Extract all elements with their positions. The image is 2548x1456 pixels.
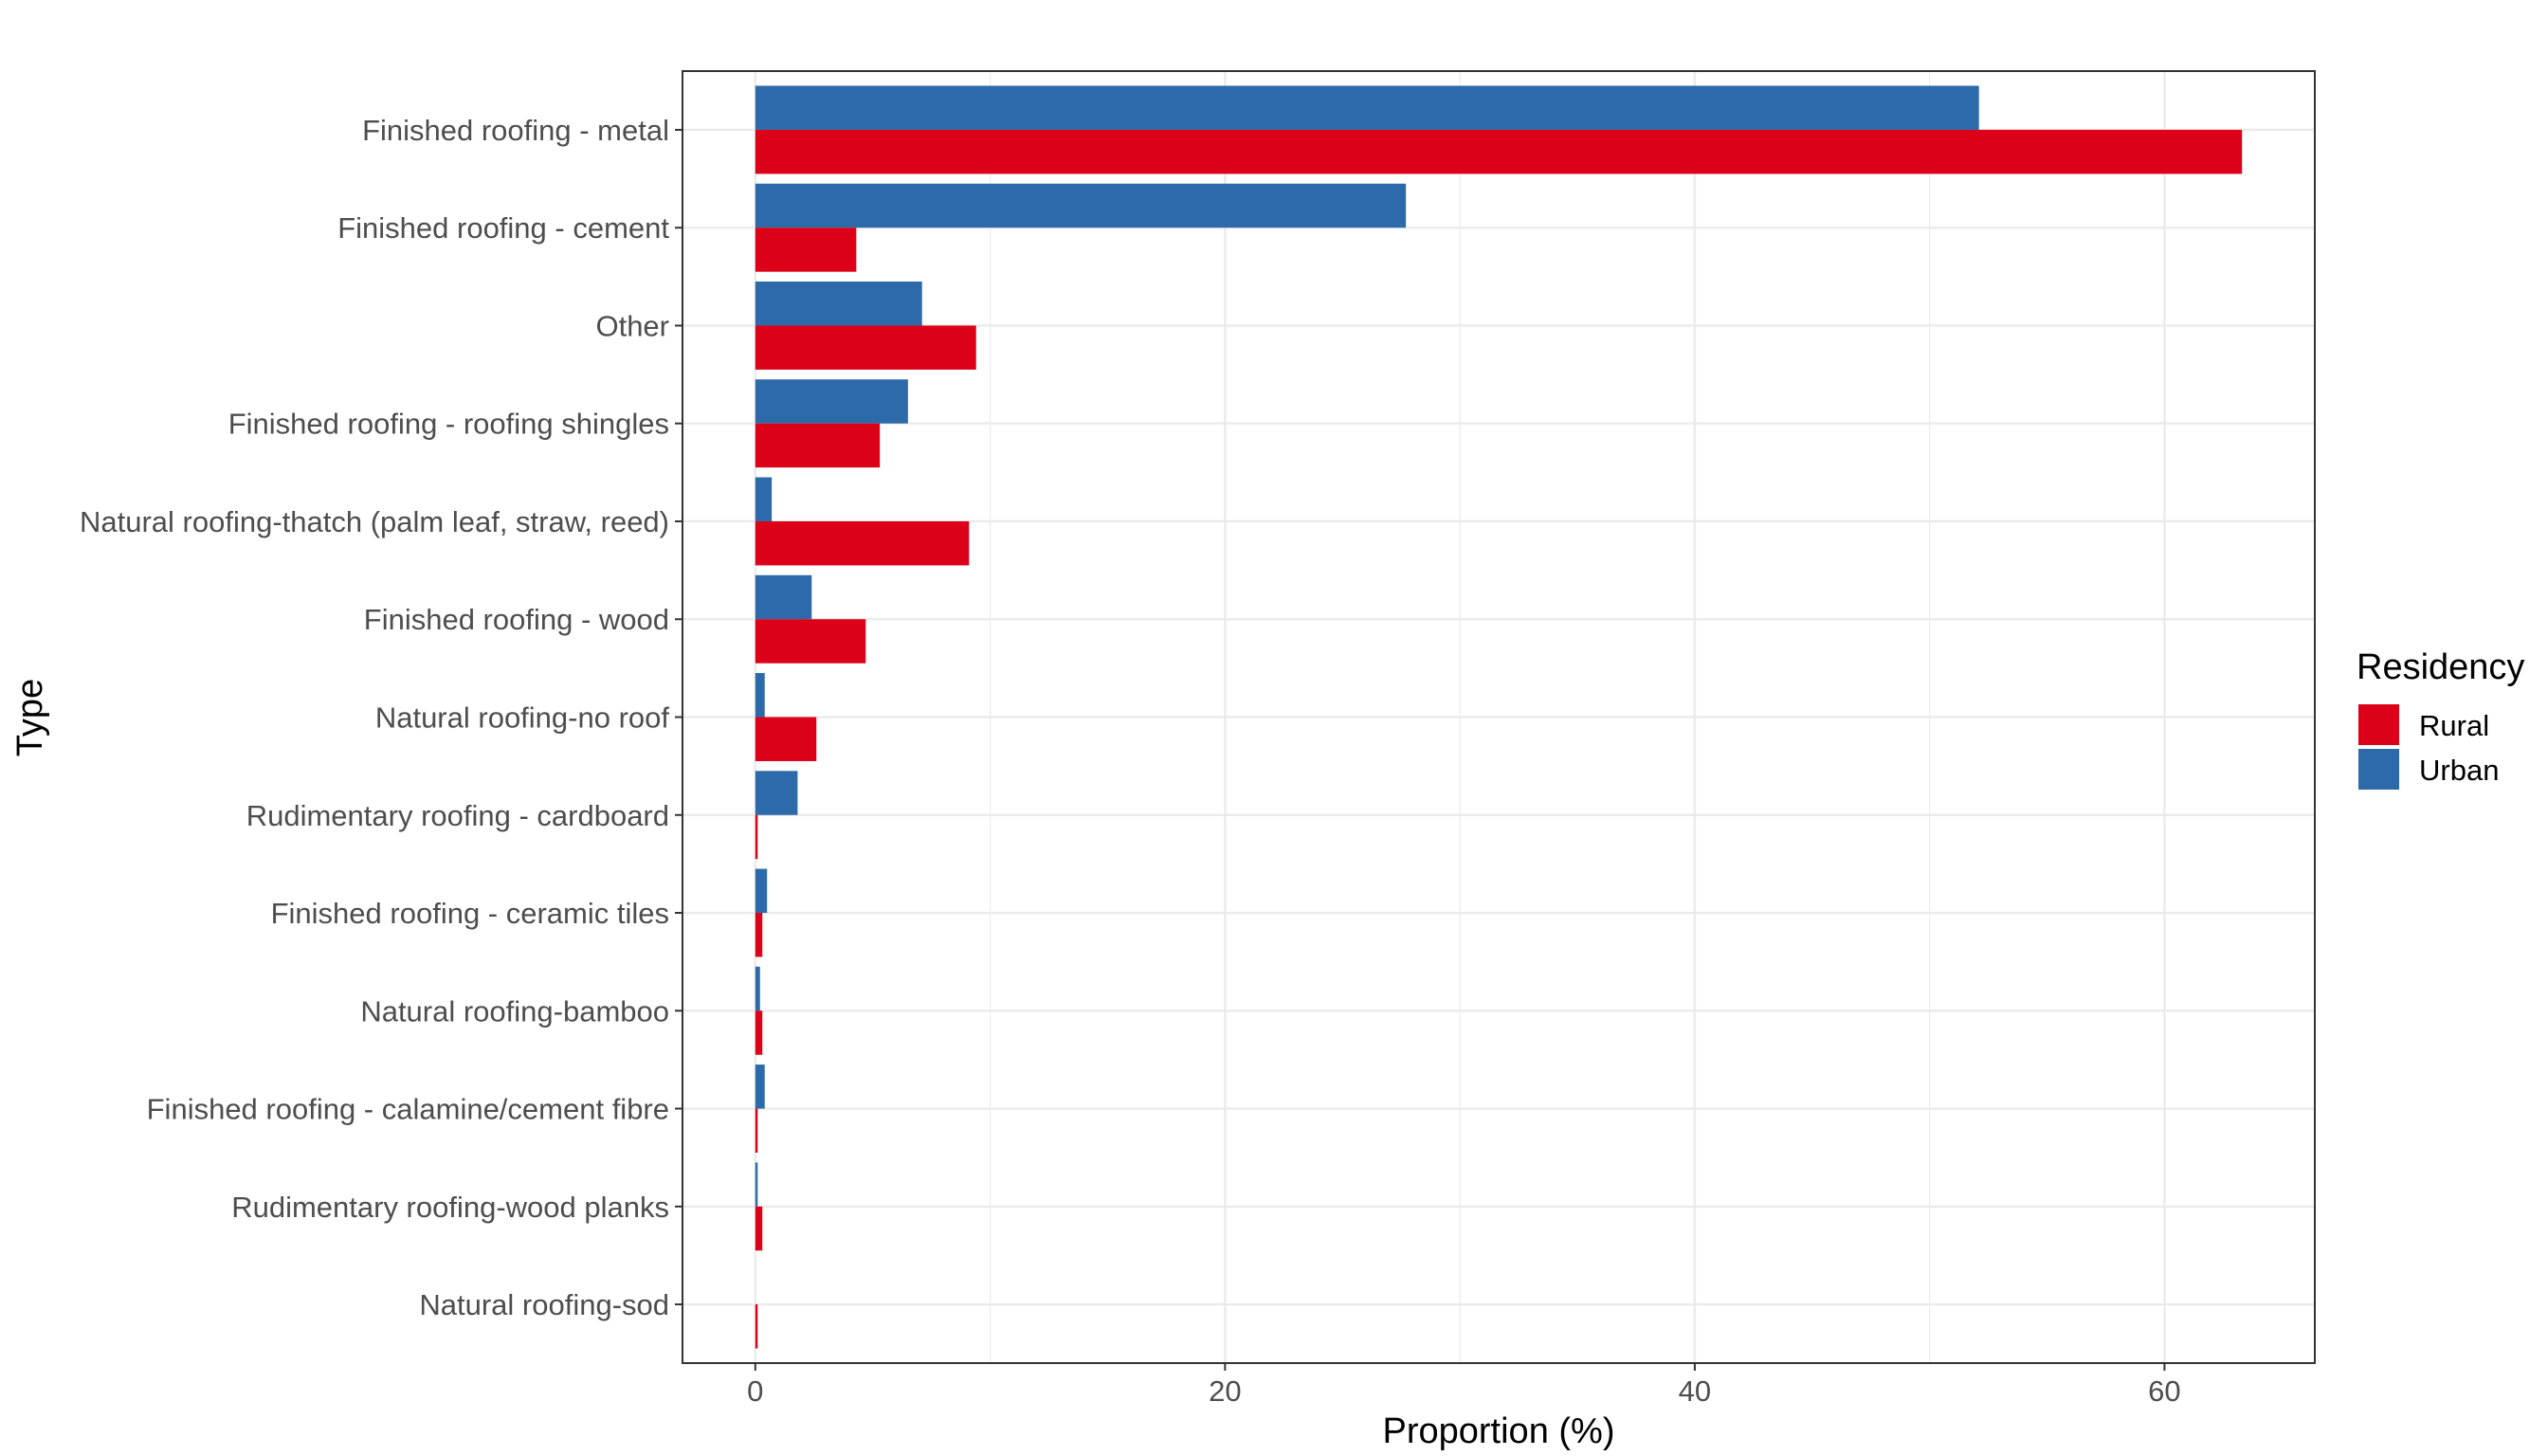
x-axis-title: Proportion (%) — [1383, 1411, 1615, 1451]
y-tick-label: Finished roofing - metal — [362, 114, 669, 147]
legend: Residency Rural Urban — [2357, 647, 2524, 790]
y-tick-label: Natural roofing-sod — [419, 1288, 669, 1321]
bar-rural — [755, 129, 2243, 174]
bar-rural — [755, 619, 866, 664]
bar-urban — [755, 673, 765, 718]
x-tick-label: 40 — [1679, 1374, 1711, 1408]
bars — [755, 85, 2243, 1349]
legend-key-urban — [2358, 749, 2399, 790]
y-axis-title: Type — [10, 679, 50, 756]
bar-urban — [755, 574, 812, 620]
y-tick-label: Finished roofing - ceramic tiles — [271, 897, 669, 930]
y-tick-label: Finished roofing - calamine/cement fibre — [147, 1093, 669, 1126]
x-tick-label: 60 — [2148, 1374, 2180, 1408]
y-tick-label: Natural roofing-no roof — [375, 701, 670, 735]
bar-urban — [755, 771, 798, 815]
y-tick-label: Rudimentary roofing-wood planks — [231, 1191, 669, 1224]
bar-rural — [755, 325, 976, 370]
y-tick-label: Rudimentary roofing - cardboard — [246, 799, 669, 832]
bar-rural — [755, 913, 763, 957]
y-tick-label: Natural roofing-bamboo — [360, 994, 669, 1028]
bar-urban — [755, 966, 760, 1011]
x-tick-label: 0 — [747, 1374, 763, 1408]
y-axis: Finished roofing - metal Finished roofing… — [80, 114, 682, 1321]
y-tick-label: Natural roofing-thatch (palm leaf, straw… — [80, 505, 669, 538]
bar-rural — [755, 814, 758, 860]
legend-label-rural: Rural — [2419, 709, 2489, 742]
legend-title: Residency — [2357, 647, 2524, 687]
legend-label-urban: Urban — [2419, 754, 2499, 787]
x-axis: 0 20 40 60 — [747, 1363, 2181, 1408]
bar-urban — [755, 85, 1979, 130]
y-tick-label: Finished roofing - roofing shingles — [228, 408, 669, 441]
bar-rural — [755, 423, 881, 468]
y-tick-label: Finished roofing - cement — [337, 211, 669, 245]
bar-rural — [755, 1206, 763, 1251]
bar-urban — [755, 282, 922, 326]
bar-urban — [755, 477, 773, 521]
bar-rural — [755, 1304, 758, 1349]
y-tick-label: Other — [595, 309, 669, 342]
bar-urban — [755, 868, 768, 914]
bar-urban — [755, 379, 908, 424]
bar-rural — [755, 1010, 763, 1055]
bar-rural — [755, 717, 817, 761]
bar-urban — [755, 1065, 765, 1109]
y-tick-label: Finished roofing - wood — [364, 603, 669, 636]
legend-key-rural — [2358, 704, 2399, 745]
x-tick-label: 20 — [1209, 1374, 1241, 1408]
bar-rural — [755, 1108, 758, 1153]
bar-urban — [755, 183, 1407, 228]
bar-rural — [755, 228, 857, 272]
bar-urban — [755, 1162, 758, 1207]
bar-rural — [755, 520, 970, 566]
